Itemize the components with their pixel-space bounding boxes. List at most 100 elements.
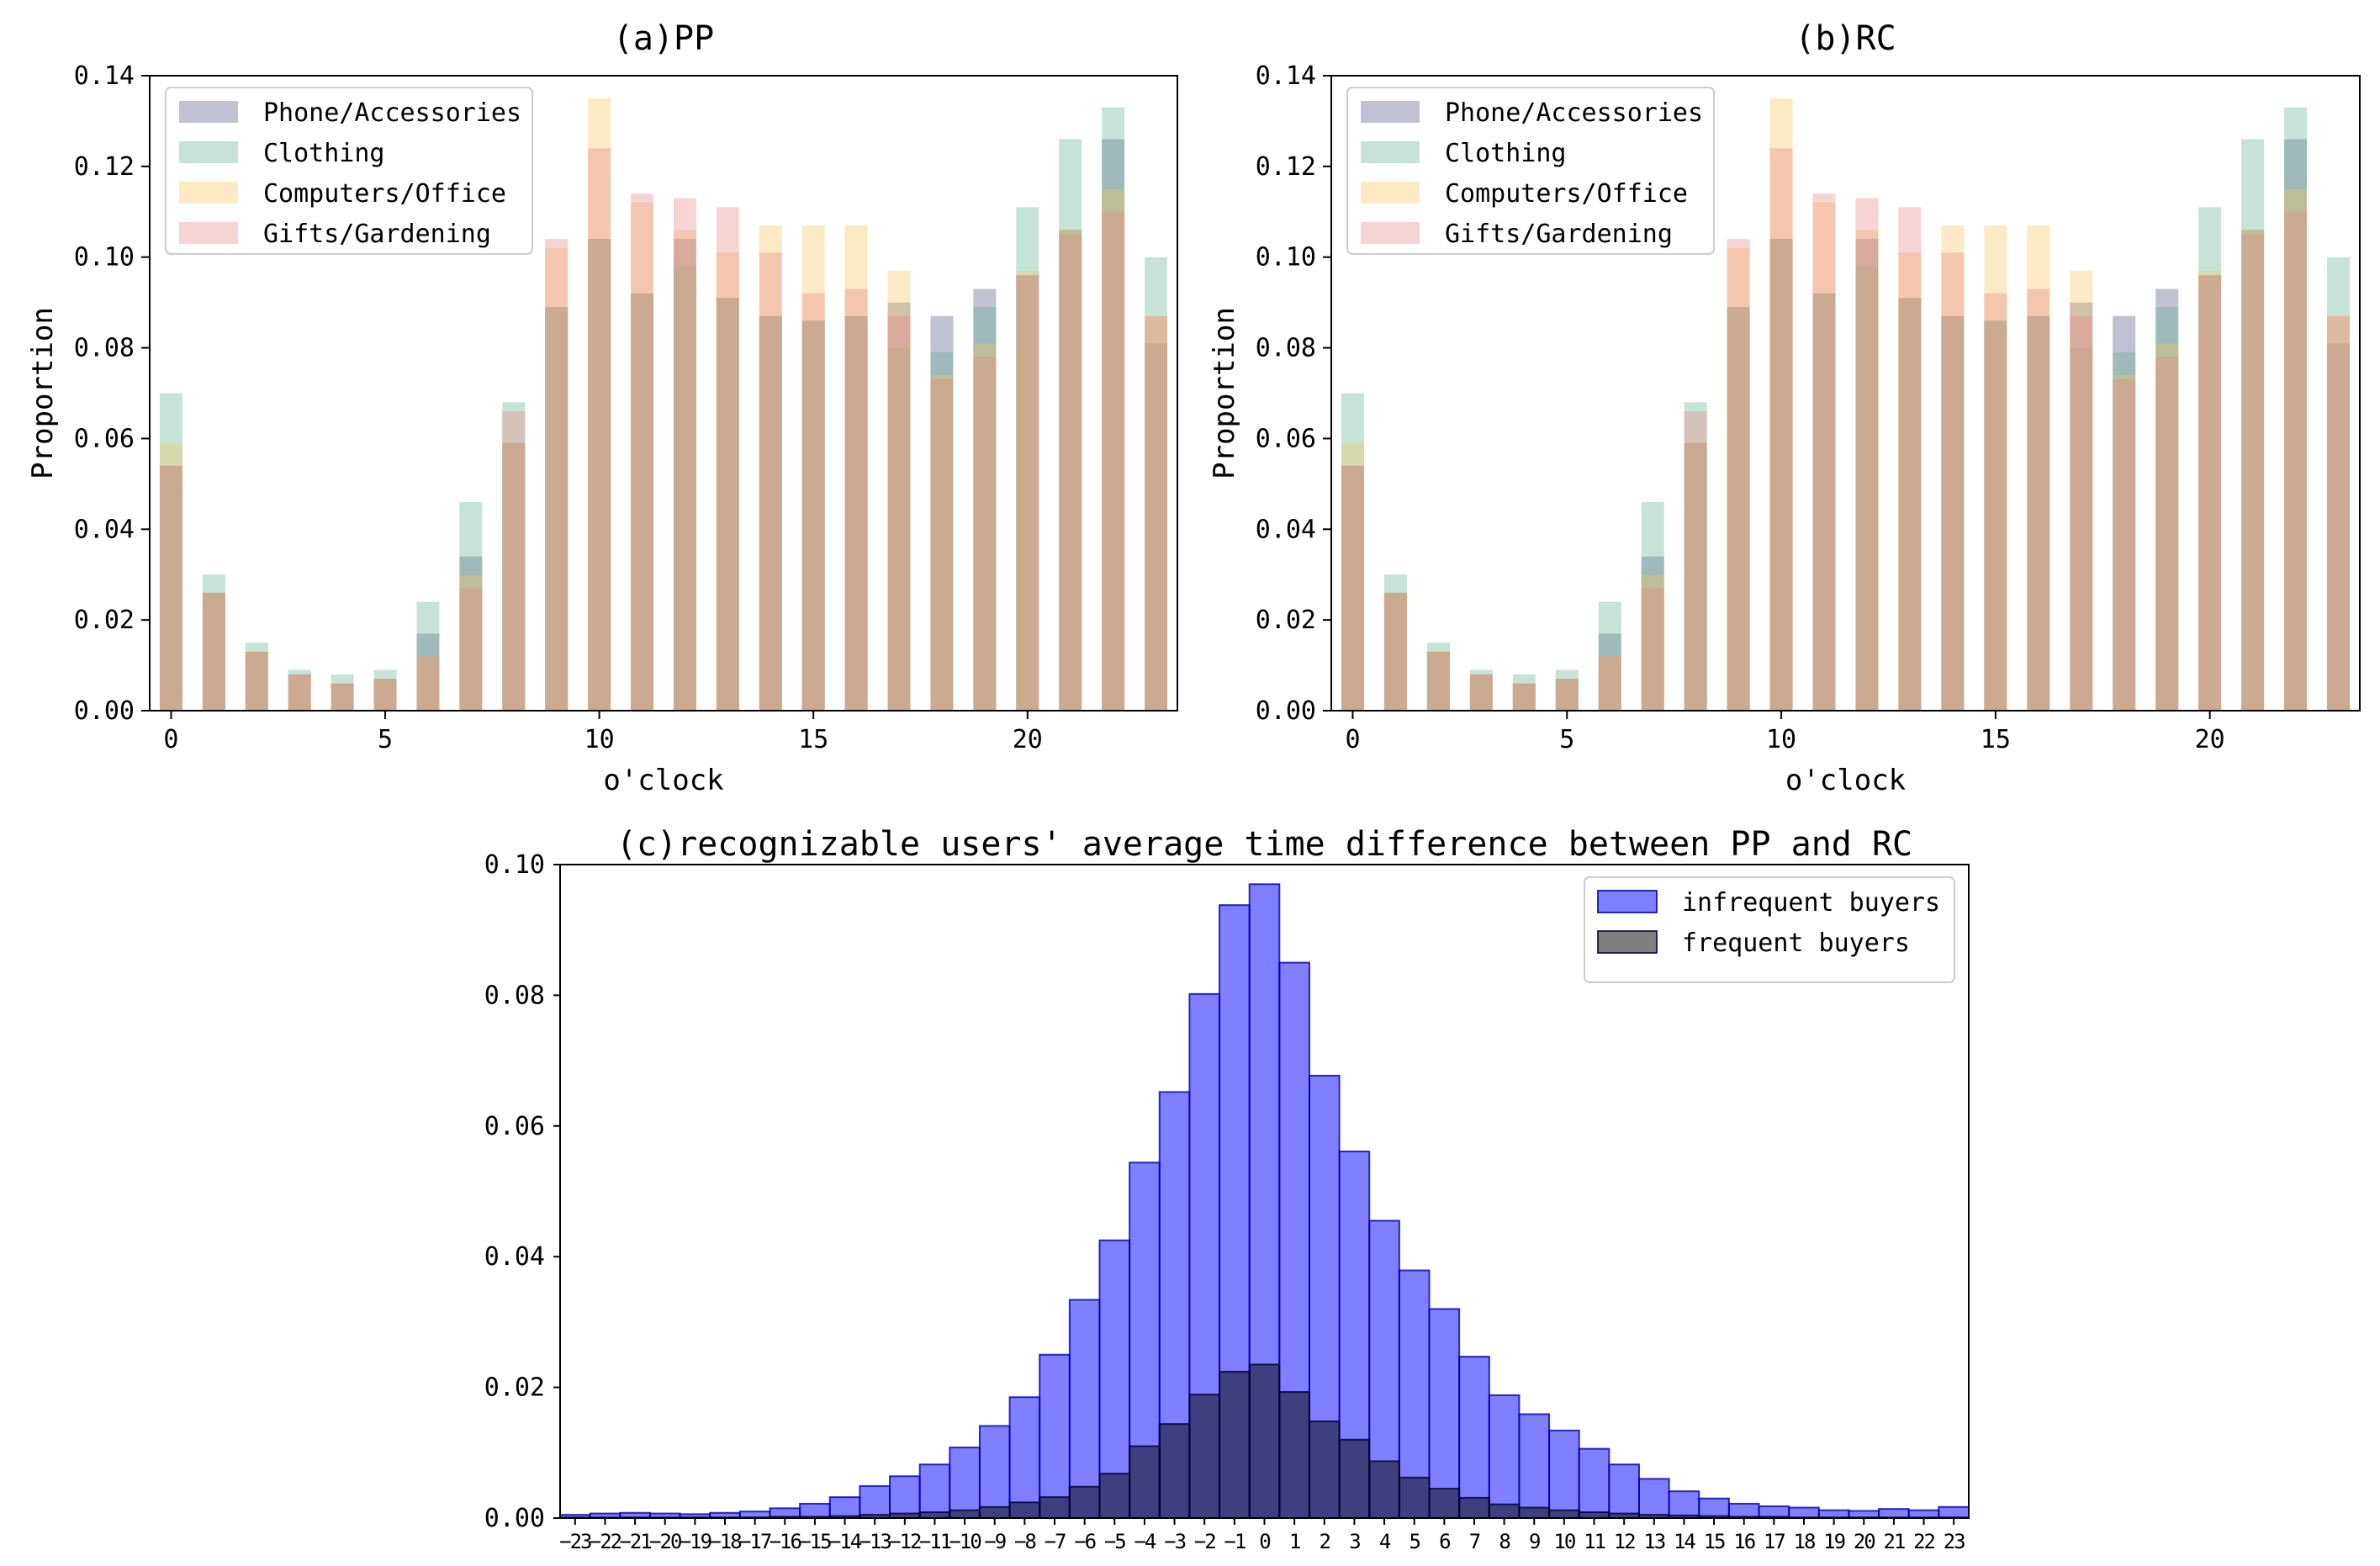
bar bbox=[373, 669, 397, 711]
x-tick-label: 23 bbox=[1944, 1530, 1965, 1553]
y-tick-label: 0.06 bbox=[1256, 424, 1316, 453]
y-tick-label: 0.14 bbox=[1256, 61, 1316, 91]
x-tick-label: −15 bbox=[799, 1530, 831, 1553]
bar bbox=[245, 643, 268, 711]
bar bbox=[1555, 679, 1579, 711]
bar bbox=[1548, 1429, 1580, 1519]
bar bbox=[1219, 1370, 1251, 1520]
bar bbox=[973, 307, 997, 711]
bar bbox=[373, 679, 397, 711]
bar bbox=[2241, 230, 2265, 711]
bar bbox=[801, 320, 825, 711]
bar bbox=[716, 298, 739, 711]
legend-swatch bbox=[1597, 890, 1658, 913]
bar bbox=[588, 98, 611, 711]
bar bbox=[1102, 139, 1125, 711]
bar bbox=[1469, 674, 1493, 711]
bar bbox=[2327, 315, 2351, 711]
y-axis: 0.00 0.02 0.04 0.06 0.08 0.10 0.12 0.14 bbox=[74, 61, 150, 726]
x-tick-label: −5 bbox=[1104, 1530, 1125, 1553]
bar bbox=[1684, 411, 1707, 711]
y-tick-label: 0.12 bbox=[74, 152, 135, 182]
bar bbox=[1812, 193, 1836, 711]
legend-label: Computers/Office bbox=[1445, 179, 1688, 209]
y-tick-label: 0.14 bbox=[74, 61, 135, 91]
y-axis-label: Proportion bbox=[1208, 307, 1241, 479]
bar bbox=[331, 683, 354, 711]
bar bbox=[1145, 257, 1168, 711]
bar bbox=[2027, 225, 2050, 711]
bar bbox=[2198, 275, 2222, 711]
bar bbox=[2155, 288, 2179, 711]
bar bbox=[2327, 343, 2351, 711]
bars bbox=[559, 883, 1970, 1520]
bar bbox=[673, 266, 696, 711]
y-tick-label: 0.06 bbox=[484, 1112, 545, 1141]
x-tick-label: 8 bbox=[1499, 1530, 1510, 1553]
y-axis-label: Proportion bbox=[26, 307, 60, 479]
bar bbox=[1341, 442, 1364, 711]
bar bbox=[1383, 592, 1407, 711]
x-tick-label: 19 bbox=[1823, 1530, 1844, 1553]
bar bbox=[2284, 107, 2308, 711]
bar bbox=[1145, 315, 1168, 711]
legend-label: frequent buyers bbox=[1682, 928, 1910, 958]
bar bbox=[545, 247, 569, 711]
bar bbox=[1898, 207, 1922, 712]
bar bbox=[1368, 1460, 1400, 1519]
x-tick-label: −18 bbox=[709, 1530, 741, 1553]
x-tick-label: −22 bbox=[590, 1530, 621, 1553]
bar bbox=[502, 411, 526, 711]
bar bbox=[2198, 207, 2222, 712]
x-tick-label: −23 bbox=[559, 1530, 591, 1553]
bar bbox=[759, 252, 782, 712]
legend-label: Computers/Office bbox=[263, 179, 506, 209]
bars bbox=[159, 98, 1168, 712]
bar bbox=[288, 669, 311, 711]
bar bbox=[1102, 211, 1125, 712]
bar bbox=[2284, 211, 2308, 712]
y-tick-label: 0.04 bbox=[1256, 515, 1316, 544]
x-tick-label: 5 bbox=[1409, 1530, 1420, 1553]
bar bbox=[1102, 107, 1125, 711]
bar bbox=[1518, 1413, 1551, 1520]
axes-frame bbox=[1330, 75, 2361, 712]
bar bbox=[245, 651, 268, 711]
bar bbox=[2327, 257, 2351, 711]
legend-label: Phone/Accessories bbox=[263, 98, 521, 128]
bar bbox=[918, 1463, 951, 1520]
x-tick-label: −7 bbox=[1045, 1530, 1066, 1553]
bar bbox=[1341, 465, 1364, 711]
series-gifts-gardening bbox=[159, 148, 1168, 712]
bar bbox=[1684, 402, 1707, 711]
bar bbox=[1426, 651, 1450, 711]
bar bbox=[1102, 188, 1125, 712]
bar bbox=[1008, 1396, 1041, 1519]
chart-a: (a)PP 0.00 0.02 0.04 0.06 0.08 0.10 0.12 0.14 0 5 1… bbox=[26, 19, 1178, 797]
bar bbox=[759, 225, 782, 711]
y-tick-label: 0.00 bbox=[74, 696, 135, 726]
x-tick-label: −19 bbox=[680, 1530, 711, 1553]
bar bbox=[1248, 1363, 1281, 1520]
y-tick-label: 0.00 bbox=[1256, 696, 1316, 726]
bar bbox=[202, 592, 225, 711]
x-tick-label: −1 bbox=[1224, 1530, 1245, 1553]
series-clothing bbox=[159, 107, 1168, 712]
bar bbox=[978, 1505, 1011, 1520]
bar bbox=[1518, 1506, 1551, 1519]
bar bbox=[1016, 275, 1039, 711]
bar bbox=[1641, 556, 1664, 711]
x-tick-label: 12 bbox=[1614, 1530, 1635, 1553]
bar bbox=[1059, 230, 1082, 711]
chart-title: (a)PP bbox=[613, 19, 714, 58]
bar bbox=[918, 1511, 951, 1519]
x-tick-label: −2 bbox=[1194, 1530, 1215, 1553]
bar bbox=[1469, 669, 1493, 711]
bar bbox=[459, 556, 483, 711]
series-gifts-gardening bbox=[1341, 148, 2351, 712]
bar bbox=[949, 1447, 981, 1519]
bar bbox=[1426, 651, 1450, 711]
x-tick-label: 1 bbox=[1289, 1530, 1300, 1553]
bar bbox=[1555, 669, 1579, 711]
bar bbox=[1469, 674, 1493, 711]
